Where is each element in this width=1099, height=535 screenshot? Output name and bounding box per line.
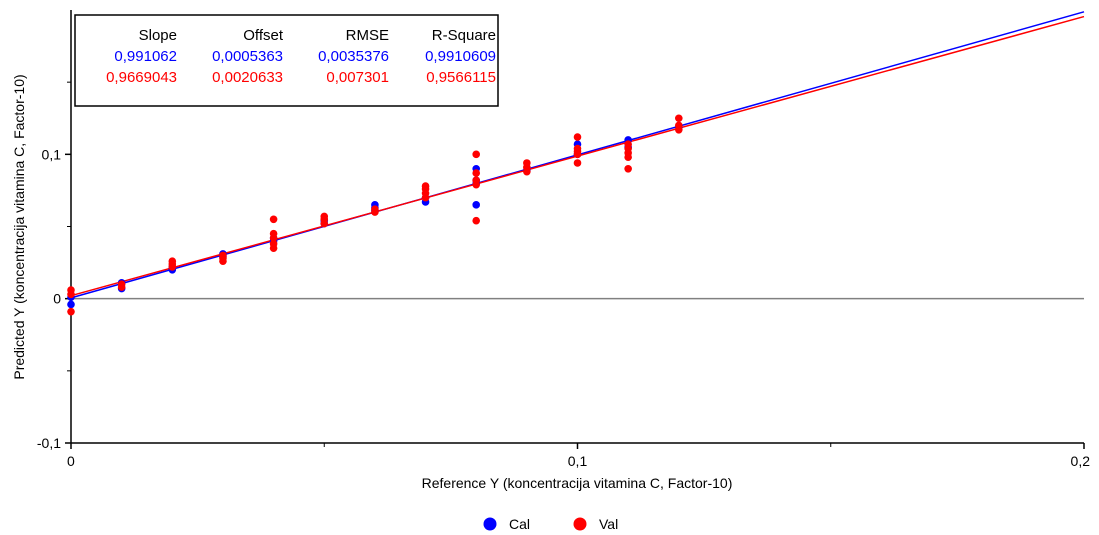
- legend-label-val: Val: [599, 516, 618, 532]
- data-point-val: [117, 280, 126, 289]
- stats-table-box: [74, 14, 499, 107]
- data-point-val: [675, 114, 683, 123]
- data-point-val: [67, 286, 75, 294]
- data-point-val: [624, 140, 632, 149]
- x-tick-label: 0,1: [568, 453, 588, 469]
- data-point-val: [168, 257, 177, 265]
- data-point-val: [472, 176, 481, 185]
- data-point-val: [523, 159, 531, 167]
- data-point-val: [421, 182, 430, 190]
- stats-header: Offset: [243, 27, 284, 44]
- y-tick-label: 0: [53, 291, 61, 307]
- stats-header: Slope: [139, 27, 177, 44]
- data-point-val: [269, 240, 278, 248]
- legend: Cal Val: [483, 516, 618, 532]
- y-axis-title: Predicted Y (koncentracija vitamina C, F…: [11, 74, 27, 379]
- stats-header: RMSE: [346, 27, 389, 44]
- data-point-val: [472, 216, 481, 225]
- data-point-val: [371, 205, 379, 213]
- data-point-val: [573, 159, 582, 167]
- stats-value: 0,9566115: [426, 69, 496, 86]
- data-points: [67, 114, 683, 316]
- y-tick-label: 0,1: [42, 146, 62, 162]
- data-point-val: [320, 212, 329, 221]
- stats-table: Slope Offset RMSE R-Square 0,991062 0,0005363…: [74, 14, 499, 107]
- data-point-val: [573, 144, 582, 153]
- stats-value: 0,0035376: [318, 48, 389, 65]
- axes: 0 0,1 0,2 -0,1 0 0,1: [37, 10, 1090, 469]
- stats-value: 0,9669043: [106, 69, 177, 86]
- data-point-val: [269, 215, 278, 224]
- stats-value: 0,991062: [114, 48, 177, 65]
- data-point-val: [219, 251, 227, 260]
- x-tick-label: 0: [67, 453, 75, 469]
- legend-marker-val: [573, 517, 587, 531]
- data-point-val: [67, 307, 75, 316]
- stats-value: 0,9910609: [425, 48, 496, 65]
- y-tick-label: -0,1: [37, 435, 61, 451]
- data-point-val: [675, 121, 683, 130]
- x-tick-label: 0,2: [1071, 453, 1091, 469]
- data-point-cal: [67, 300, 75, 309]
- x-axis-title: Reference Y (koncentracija vitamina C, F…: [422, 475, 733, 491]
- stats-value: 0,0005363: [212, 48, 283, 65]
- stats-header: R-Square: [432, 27, 496, 44]
- stats-value: 0,0020633: [212, 69, 283, 86]
- data-point-val: [624, 164, 632, 173]
- data-point-val: [269, 229, 278, 238]
- data-point-cal: [472, 201, 481, 209]
- data-point-val: [573, 133, 582, 141]
- legend-label-cal: Cal: [509, 516, 530, 532]
- data-point-val: [472, 150, 481, 159]
- stats-value: 0,007301: [326, 69, 389, 86]
- data-point-val: [472, 169, 481, 177]
- legend-marker-cal: [483, 517, 497, 531]
